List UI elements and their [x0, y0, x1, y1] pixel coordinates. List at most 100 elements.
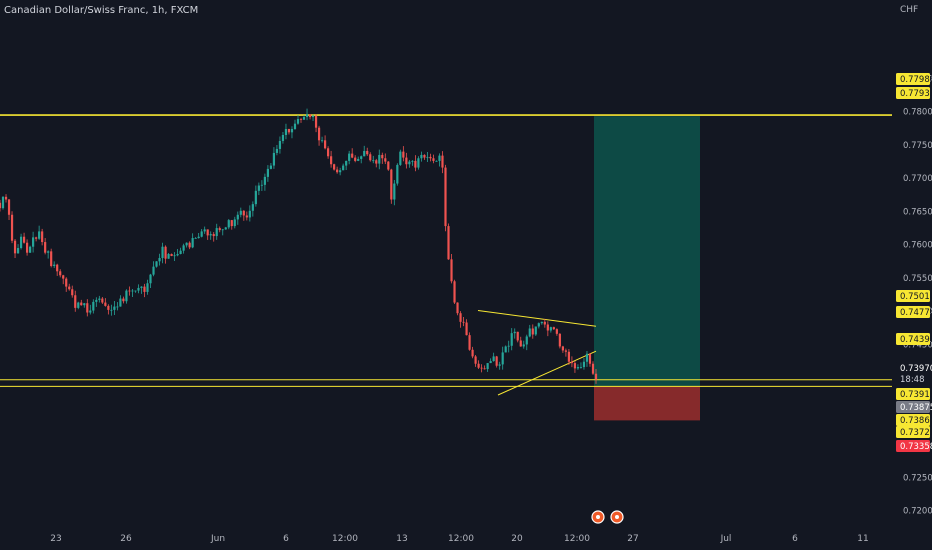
candle [248, 205, 251, 222]
candle [576, 364, 580, 370]
price-tag-label: 0.73729 [900, 428, 932, 438]
price-tag[interactable]: 0.74774 [896, 306, 932, 318]
candle-body [95, 299, 98, 302]
price-tag[interactable]: 0.74399 [896, 333, 932, 345]
position-tool[interactable] [594, 116, 700, 421]
candle [495, 355, 498, 368]
candle-body [510, 333, 513, 346]
candle [164, 245, 167, 264]
candle-body [263, 176, 266, 185]
candle-body [320, 140, 324, 142]
candle [44, 238, 47, 255]
price-tag[interactable]: 0.73358 [896, 440, 932, 452]
candle-body [459, 313, 462, 322]
candle [525, 334, 528, 351]
time-tick-label: Jul [720, 534, 732, 544]
trendline-lower[interactable] [497, 350, 597, 396]
candle [89, 304, 92, 315]
candle-body [71, 289, 74, 296]
candle-body [468, 335, 471, 350]
position-profit-zone[interactable] [594, 116, 700, 387]
candle-body [128, 290, 131, 292]
candle-body [366, 150, 369, 155]
candle-body [170, 254, 173, 257]
candle [375, 158, 378, 168]
candle [585, 351, 589, 367]
candle [351, 148, 354, 159]
candle [287, 128, 291, 135]
candle-body [29, 246, 32, 253]
price-tag[interactable]: 0.73919 [896, 388, 932, 400]
candle [257, 182, 260, 196]
candle-body [546, 324, 549, 331]
candle-body [0, 202, 2, 209]
candle-body [333, 164, 336, 170]
candle-body [191, 238, 194, 248]
candle [296, 114, 300, 125]
price-tag[interactable]: 0.77933 [896, 87, 932, 99]
price-tag[interactable]: 0.77986 [896, 73, 932, 85]
candle [345, 160, 348, 171]
candle-body [441, 155, 444, 168]
candle [384, 153, 387, 165]
price-tag-label: 0.73867 [900, 416, 932, 426]
candle [185, 242, 188, 248]
candle [311, 114, 315, 121]
position-loss-zone[interactable] [594, 386, 700, 421]
price-tag[interactable]: 0.73875 [896, 401, 932, 413]
price-tag-bg [896, 414, 930, 426]
candle [7, 199, 11, 221]
candle-body [450, 259, 453, 282]
price-tag[interactable]: 18:48 [896, 373, 930, 385]
candle [131, 288, 134, 297]
price-tag-bg [896, 306, 930, 318]
candle [453, 279, 456, 305]
price-tag[interactable]: 0.73867 [896, 414, 932, 426]
candle-body [456, 302, 459, 314]
candle [549, 326, 552, 333]
time-axis[interactable]: 23 26 Jun 6 12:00 13 12:00 20 12:00 27 Jul 6 11 [50, 534, 868, 544]
candle-body [104, 302, 107, 306]
candle [290, 126, 294, 139]
candle-body [16, 248, 20, 254]
candle [167, 253, 170, 259]
candle-body [98, 298, 101, 300]
candle-body [537, 323, 540, 327]
price-tag-label: 0.73970 [900, 364, 932, 374]
candle [80, 299, 83, 306]
price-tag[interactable]: 0.75010 [896, 290, 932, 302]
candle-body [591, 363, 595, 374]
candle-body [284, 129, 288, 135]
price-axis[interactable]: 0.785000.780000.775000.770000.765000.760… [896, 73, 932, 517]
candle [212, 232, 215, 242]
candle-body [131, 290, 134, 292]
candle [468, 332, 471, 351]
time-tick-label: 23 [50, 534, 61, 544]
candle [86, 299, 89, 317]
trendline-upper[interactable] [477, 310, 597, 327]
candle [92, 299, 95, 314]
candle-body [504, 346, 507, 353]
candle-body [348, 153, 351, 161]
candle-body [287, 129, 291, 133]
candle [74, 290, 77, 312]
candle [534, 326, 537, 336]
price-tag[interactable]: 0.73729 [896, 426, 932, 438]
candle-body [594, 373, 598, 380]
candle-body [92, 301, 95, 311]
event-marker[interactable] [591, 510, 605, 524]
time-tick-label: 11 [857, 534, 868, 544]
candle [170, 253, 173, 257]
candle-body [414, 160, 417, 168]
drawing-lines[interactable] [0, 114, 892, 396]
time-tick-label: 12:00 [448, 534, 474, 544]
candle [218, 226, 221, 233]
price-tag[interactable]: 0.73970 [896, 362, 932, 374]
candle [98, 295, 101, 303]
candle [330, 150, 333, 168]
event-marker[interactable] [610, 510, 624, 524]
event-markers[interactable] [591, 510, 624, 524]
candle [513, 328, 516, 339]
candle [146, 279, 149, 295]
